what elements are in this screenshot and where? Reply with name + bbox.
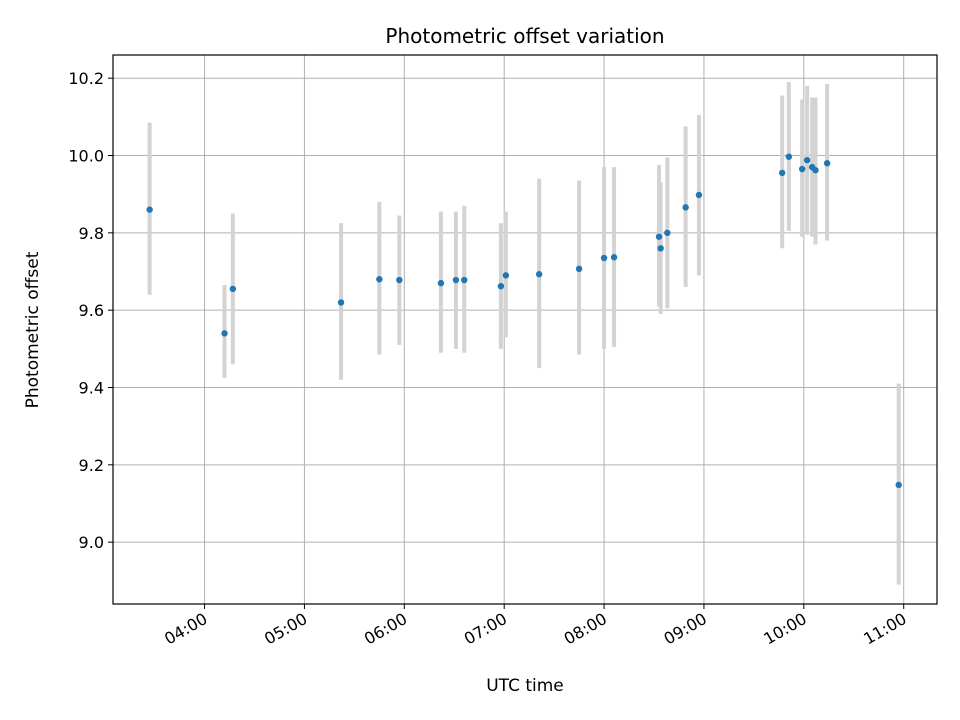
- data-point: [497, 282, 505, 290]
- data-point: [221, 330, 228, 337]
- y-tick-label: 9.4: [79, 378, 104, 397]
- data-point: [337, 299, 345, 306]
- data-point: [229, 285, 237, 293]
- y-tick-label: 9.0: [79, 533, 104, 552]
- data-point: [664, 229, 671, 237]
- y-tick-label: 10.0: [68, 147, 104, 166]
- grid: [113, 55, 937, 604]
- y-tick-label: 9.6: [79, 301, 104, 320]
- data-point: [895, 481, 902, 489]
- data-point: [823, 160, 831, 167]
- data-point: [695, 191, 703, 199]
- data-point: [146, 206, 153, 213]
- plot-frame: [112, 54, 938, 605]
- y-tick-label: 9.2: [79, 456, 104, 475]
- data-points: [146, 153, 902, 489]
- data-point: [610, 254, 618, 261]
- data-point: [803, 156, 811, 164]
- y-tick-label: 10.2: [68, 69, 104, 88]
- data-point: [798, 165, 806, 173]
- data-point: [437, 279, 445, 287]
- x-axis-title: UTC time: [486, 676, 564, 696]
- data-point: [778, 169, 786, 177]
- data-point: [376, 276, 383, 283]
- data-point: [452, 276, 460, 284]
- y-axis-ticks: 9.0 9.2 9.4 9.6 9.8 10.0 10.2: [68, 69, 113, 552]
- y-tick-label: 9.8: [79, 224, 104, 243]
- data-point: [502, 272, 510, 279]
- data-point: [461, 276, 468, 284]
- data-point: [600, 254, 608, 262]
- chart-title: Photometric offset variation: [385, 24, 664, 48]
- data-point: [575, 265, 583, 273]
- data-point: [812, 167, 819, 174]
- data-point: [682, 204, 689, 211]
- data-point: [785, 153, 793, 160]
- data-point: [655, 233, 663, 240]
- data-point: [657, 245, 664, 252]
- data-point: [535, 271, 543, 278]
- y-axis-title: Photometric offset: [23, 251, 43, 408]
- data-point: [396, 276, 403, 284]
